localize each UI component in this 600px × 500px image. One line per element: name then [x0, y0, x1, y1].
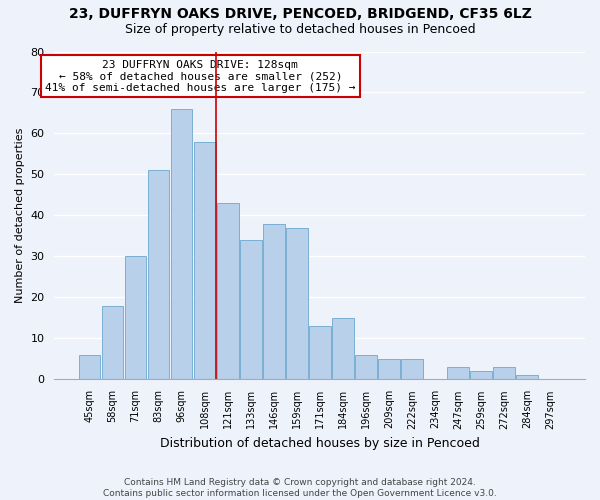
Bar — [470, 371, 492, 380]
Y-axis label: Number of detached properties: Number of detached properties — [15, 128, 25, 303]
Bar — [516, 376, 538, 380]
Bar — [378, 359, 400, 380]
Bar — [355, 355, 377, 380]
Bar — [286, 228, 308, 380]
Bar — [170, 109, 193, 380]
Bar — [217, 203, 239, 380]
Bar — [401, 359, 423, 380]
Bar — [194, 142, 215, 380]
Bar — [101, 306, 124, 380]
Text: Size of property relative to detached houses in Pencoed: Size of property relative to detached ho… — [125, 22, 475, 36]
Bar — [79, 355, 100, 380]
Text: 23, DUFFRYN OAKS DRIVE, PENCOED, BRIDGEND, CF35 6LZ: 23, DUFFRYN OAKS DRIVE, PENCOED, BRIDGEN… — [68, 8, 532, 22]
Bar — [125, 256, 146, 380]
Bar — [493, 367, 515, 380]
Bar — [148, 170, 169, 380]
Bar — [447, 367, 469, 380]
Text: 23 DUFFRYN OAKS DRIVE: 128sqm
← 58% of detached houses are smaller (252)
41% of : 23 DUFFRYN OAKS DRIVE: 128sqm ← 58% of d… — [45, 60, 356, 93]
Bar — [263, 224, 284, 380]
Bar — [239, 240, 262, 380]
X-axis label: Distribution of detached houses by size in Pencoed: Distribution of detached houses by size … — [160, 437, 479, 450]
Text: Contains HM Land Registry data © Crown copyright and database right 2024.
Contai: Contains HM Land Registry data © Crown c… — [103, 478, 497, 498]
Bar — [309, 326, 331, 380]
Bar — [332, 318, 353, 380]
